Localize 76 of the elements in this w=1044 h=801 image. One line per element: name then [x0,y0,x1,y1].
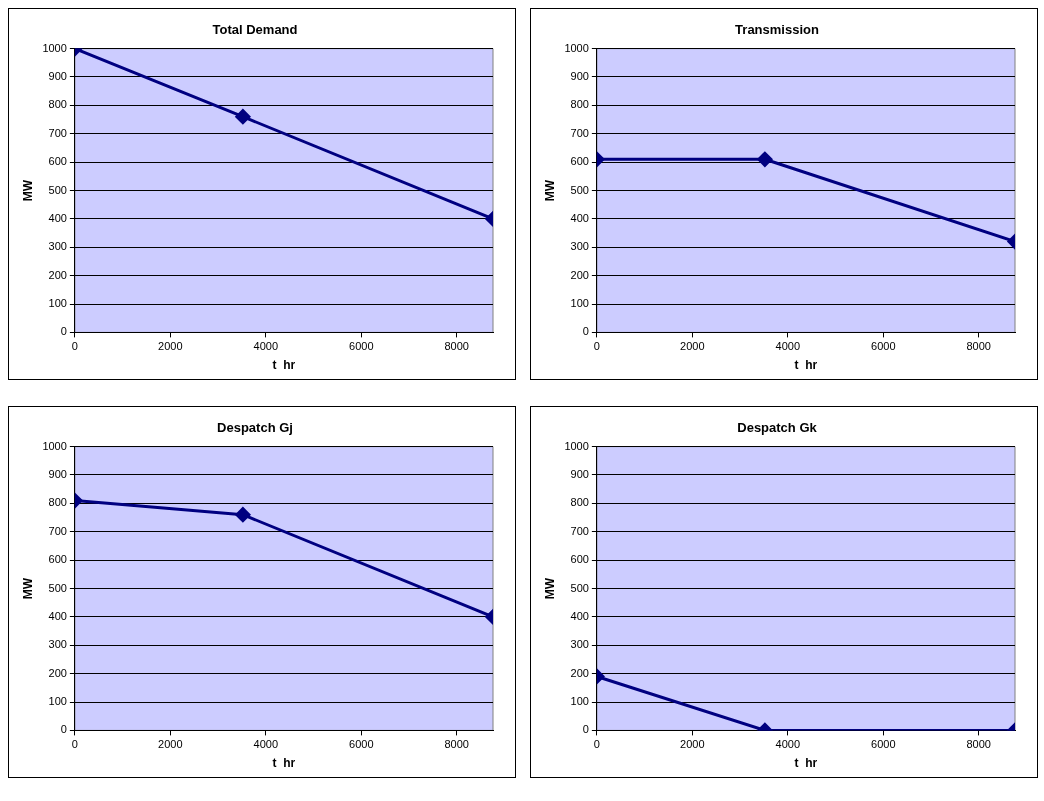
y-tick-label: 0 [582,325,589,338]
x-tick-label: 8000 [444,738,469,751]
y-tick-label: 500 [48,183,67,196]
x-tick-label: 6000 [349,340,374,353]
y-tick-label: 1000 [42,41,67,54]
y-tick-label: 700 [570,126,589,139]
x-tick-label: 4000 [253,340,279,353]
y-axis-title: MW [20,577,35,600]
y-tick-label: 600 [48,553,67,566]
y-tick-label: 100 [570,297,589,310]
y-tick-label: 600 [570,155,589,168]
x-tick-label: 8000 [444,340,469,353]
chart-title: Transmission [735,22,819,38]
y-tick-label: 700 [48,524,67,537]
x-axis-title: t hr [794,756,818,771]
y-tick-label: 200 [48,666,67,679]
y-tick-label: 600 [570,553,589,566]
chart-title: Despatch Gj [217,420,293,436]
y-tick-label: 0 [60,723,67,736]
y-tick-label: 700 [48,126,67,139]
y-tick-label: 800 [570,496,589,509]
y-tick-label: 0 [582,723,589,736]
y-tick-label: 100 [48,695,67,708]
y-tick-label: 200 [48,268,67,281]
y-tick-label: 100 [570,695,589,708]
y-tick-label: 900 [570,468,589,481]
y-tick-label: 400 [48,211,67,224]
y-tick-label: 900 [48,70,67,83]
x-tick-label: 4000 [253,738,279,751]
y-tick-label: 200 [570,268,589,281]
chart-title: Total Demand [212,22,298,38]
y-tick-label: 600 [48,155,67,168]
y-tick-label: 300 [48,638,67,651]
x-axis-title: t hr [272,358,296,373]
x-tick-label: 2000 [158,738,183,751]
y-tick-label: 300 [570,638,589,651]
y-tick-label: 500 [570,581,589,594]
y-tick-label: 400 [570,609,589,622]
y-tick-label: 500 [570,183,589,196]
y-tick-label: 800 [48,98,67,111]
x-tick-label: 0 [71,340,78,353]
y-tick-label: 500 [48,581,67,594]
x-tick-label: 0 [593,738,600,751]
y-tick-label: 0 [60,325,67,338]
x-tick-label: 6000 [871,340,896,353]
x-tick-label: 6000 [871,738,896,751]
y-tick-label: 900 [48,468,67,481]
x-tick-label: 4000 [775,738,801,751]
y-tick-label: 1000 [42,439,67,452]
y-tick-label: 400 [570,211,589,224]
x-tick-label: 8000 [966,738,991,751]
x-tick-label: 6000 [349,738,374,751]
y-tick-label: 700 [570,524,589,537]
x-tick-label: 0 [71,738,78,751]
y-tick-label: 800 [48,496,67,509]
x-tick-label: 2000 [680,340,705,353]
x-tick-label: 4000 [775,340,801,353]
y-tick-label: 900 [570,70,589,83]
x-axis-title: t hr [794,358,818,373]
y-tick-label: 1000 [564,439,589,452]
x-tick-label: 2000 [158,340,183,353]
y-axis-title: MW [542,577,557,600]
y-tick-label: 100 [48,297,67,310]
y-tick-label: 200 [570,666,589,679]
x-axis-title: t hr [272,756,296,771]
chart-title: Despatch Gk [737,420,818,436]
x-tick-label: 8000 [966,340,991,353]
y-tick-label: 300 [48,240,67,253]
y-axis-title: MW [20,179,35,202]
x-tick-label: 0 [593,340,600,353]
y-tick-label: 300 [570,240,589,253]
x-tick-label: 2000 [680,738,705,751]
y-tick-label: 400 [48,609,67,622]
y-tick-label: 800 [570,98,589,111]
y-tick-label: 1000 [564,41,589,54]
y-axis-title: MW [542,179,557,202]
